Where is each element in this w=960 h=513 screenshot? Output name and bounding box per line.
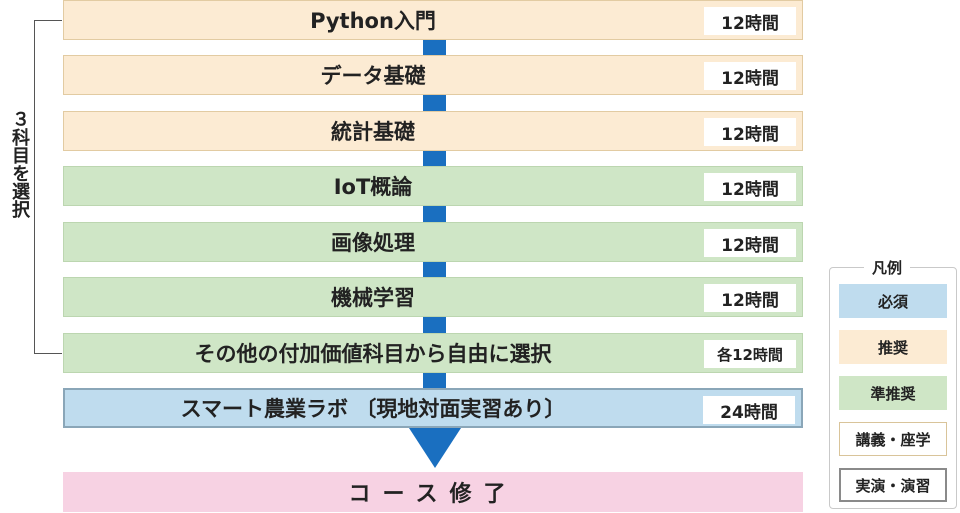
course-machine-learning: 機械学習 12時間	[63, 277, 803, 317]
legend-practice: 実演・演習	[839, 468, 947, 502]
legend-title: 凡例	[864, 257, 911, 278]
course-title: 画像処理	[331, 231, 415, 255]
completion-label: コース修了	[348, 482, 518, 507]
legend-required: 必須	[839, 284, 947, 318]
selection-bracket	[34, 20, 62, 354]
course-title: IoT概論	[333, 175, 413, 199]
course-completion: コース修了	[63, 472, 803, 512]
course-hours: 12時間	[704, 118, 796, 146]
course-title: データ基礎	[320, 64, 426, 88]
course-title: 機械学習	[331, 286, 415, 310]
course-statistics: 統計基礎 12時間	[63, 111, 803, 151]
legend: 凡例 必須 推奨 準推奨 講義・座学 実演・演習	[829, 257, 957, 509]
course-smart-agri-lab: スマート農業ラボ 〔現地対面実習あり〕 24時間	[63, 388, 803, 428]
course-hours: 12時間	[704, 62, 796, 90]
course-title: その他の付加価値科目から自由に選択	[194, 342, 552, 366]
course-data-basics: データ基礎 12時間	[63, 55, 803, 95]
course-title: Python入門	[310, 9, 436, 33]
course-title: 統計基礎	[331, 120, 415, 144]
course-iot: IoT概論 12時間	[63, 166, 803, 206]
legend-recommended: 推奨	[839, 330, 947, 364]
selection-label: ３科目を選択	[6, 108, 30, 220]
legend-semi-recommended: 準推奨	[839, 376, 947, 410]
course-hours: 12時間	[704, 284, 796, 312]
legend-lecture: 講義・座学	[839, 422, 947, 456]
course-python: Python入門 12時間	[63, 0, 803, 40]
course-hours: 12時間	[704, 173, 796, 201]
course-image-processing: 画像処理 12時間	[63, 222, 803, 262]
course-hours: 各12時間	[704, 340, 796, 368]
course-title: スマート農業ラボ 〔現地対面実習あり〕	[180, 397, 566, 421]
course-hours: 24時間	[703, 396, 795, 424]
course-elective: その他の付加価値科目から自由に選択 各12時間	[63, 333, 803, 373]
course-hours: 12時間	[704, 7, 796, 35]
course-hours: 12時間	[704, 229, 796, 257]
flow-arrow-head	[409, 428, 461, 468]
